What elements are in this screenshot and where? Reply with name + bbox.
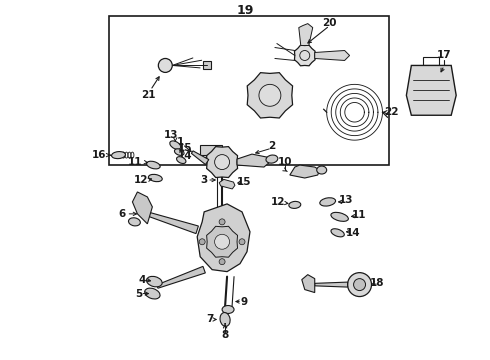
Text: 15: 15 xyxy=(237,177,251,187)
Text: 12: 12 xyxy=(270,197,285,207)
Polygon shape xyxy=(207,226,238,257)
Text: 2: 2 xyxy=(268,141,275,151)
Text: 13: 13 xyxy=(339,195,353,205)
Text: 10: 10 xyxy=(278,157,292,167)
Polygon shape xyxy=(147,212,198,234)
Text: 17: 17 xyxy=(437,50,452,60)
Ellipse shape xyxy=(266,155,278,163)
Ellipse shape xyxy=(203,156,221,164)
Ellipse shape xyxy=(331,212,348,221)
Ellipse shape xyxy=(148,174,162,182)
Polygon shape xyxy=(219,179,235,189)
Ellipse shape xyxy=(128,218,140,226)
Text: 14: 14 xyxy=(346,228,361,238)
Bar xyxy=(423,58,439,66)
Text: 15: 15 xyxy=(178,143,193,153)
Text: 6: 6 xyxy=(119,209,126,219)
Text: 16: 16 xyxy=(91,150,106,160)
Polygon shape xyxy=(237,154,270,167)
Circle shape xyxy=(259,84,281,106)
Polygon shape xyxy=(197,204,250,272)
Ellipse shape xyxy=(220,312,230,327)
Text: 20: 20 xyxy=(322,18,337,28)
Circle shape xyxy=(347,273,371,297)
Circle shape xyxy=(300,50,310,60)
Polygon shape xyxy=(315,50,349,60)
Bar xyxy=(203,62,211,69)
Text: 13: 13 xyxy=(164,130,178,140)
Polygon shape xyxy=(294,45,315,66)
Polygon shape xyxy=(192,151,209,165)
Text: 11: 11 xyxy=(128,157,143,167)
Text: 1: 1 xyxy=(176,137,184,147)
Ellipse shape xyxy=(331,229,344,237)
Ellipse shape xyxy=(147,161,160,169)
Text: 21: 21 xyxy=(141,90,156,100)
Polygon shape xyxy=(302,275,315,293)
Circle shape xyxy=(158,58,172,72)
Polygon shape xyxy=(406,66,456,115)
Text: 18: 18 xyxy=(370,278,385,288)
Text: 8: 8 xyxy=(221,330,229,341)
Circle shape xyxy=(199,239,205,245)
Ellipse shape xyxy=(176,157,186,163)
Bar xyxy=(108,15,390,165)
Text: 22: 22 xyxy=(384,107,399,117)
Text: 9: 9 xyxy=(241,297,247,306)
Circle shape xyxy=(215,234,229,249)
Text: 7: 7 xyxy=(206,314,214,324)
Polygon shape xyxy=(247,73,293,118)
Polygon shape xyxy=(315,282,347,287)
Ellipse shape xyxy=(170,141,181,149)
Circle shape xyxy=(215,154,229,170)
Text: 14: 14 xyxy=(178,151,193,161)
Ellipse shape xyxy=(147,276,162,287)
Ellipse shape xyxy=(317,166,327,174)
Text: 3: 3 xyxy=(200,175,208,185)
Ellipse shape xyxy=(320,198,336,206)
Ellipse shape xyxy=(112,152,125,159)
Text: 5: 5 xyxy=(135,289,142,298)
Polygon shape xyxy=(207,147,238,177)
Text: 11: 11 xyxy=(352,210,367,220)
Circle shape xyxy=(354,279,366,291)
Polygon shape xyxy=(299,24,313,45)
Polygon shape xyxy=(132,192,152,224)
Circle shape xyxy=(219,259,225,265)
Bar xyxy=(200,145,222,155)
Ellipse shape xyxy=(145,288,160,299)
Text: 4: 4 xyxy=(139,275,146,285)
Ellipse shape xyxy=(222,306,234,314)
Text: 12: 12 xyxy=(134,175,148,185)
Ellipse shape xyxy=(174,149,184,156)
Ellipse shape xyxy=(289,201,301,208)
Polygon shape xyxy=(290,165,319,178)
Text: 19: 19 xyxy=(236,4,254,17)
Polygon shape xyxy=(157,266,205,288)
Circle shape xyxy=(219,219,225,225)
Circle shape xyxy=(239,239,245,245)
